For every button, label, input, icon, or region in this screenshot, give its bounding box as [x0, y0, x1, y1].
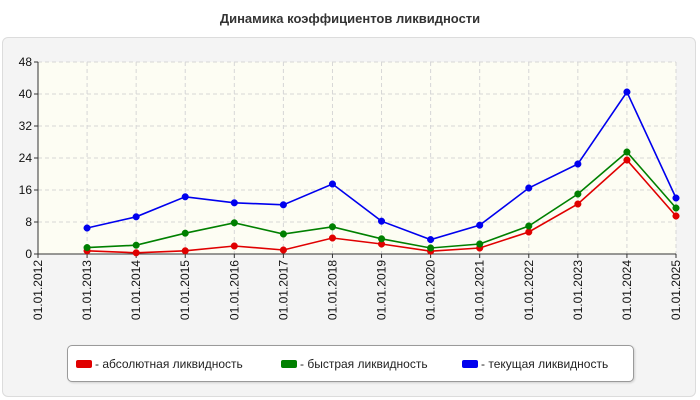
x-tick-label: 01.01.2012 [31, 260, 45, 320]
data-point [672, 212, 680, 220]
legend-swatch-current [462, 359, 478, 368]
data-point [83, 244, 91, 252]
data-point [525, 184, 533, 192]
data-point [525, 222, 533, 230]
y-tick-label: 40 [19, 87, 33, 101]
data-point [132, 213, 140, 221]
x-tick-label: 01.01.2019 [375, 260, 389, 320]
data-point [574, 200, 582, 208]
x-tick-label: 01.01.2015 [178, 260, 192, 320]
data-point [279, 246, 287, 254]
data-point [476, 240, 484, 248]
x-tick-label: 01.01.2020 [424, 260, 438, 320]
legend-label-absolute: - абсолютная ликвидность [95, 356, 243, 371]
data-point [574, 190, 582, 198]
legend-label-quick: - быстрая ликвидность [300, 356, 428, 371]
data-point [328, 180, 337, 188]
y-tick-label: 8 [25, 215, 32, 229]
data-point [476, 221, 484, 229]
data-point [132, 241, 140, 249]
x-tick-label: 01.01.2025 [669, 260, 683, 320]
legend-item-current: - текущая ликвидность [462, 346, 608, 381]
data-point [623, 88, 631, 96]
legend-swatch-quick [281, 359, 297, 368]
data-point [623, 148, 631, 156]
data-point [230, 219, 238, 227]
chart-title: Динамика коэффициентов ликвидности [219, 11, 481, 26]
y-tick-label: 48 [19, 55, 33, 69]
data-point [328, 223, 337, 231]
legend-swatch-absolute [76, 359, 92, 368]
x-tick-label: 01.01.2016 [227, 260, 241, 320]
grid-lines [38, 61, 677, 254]
y-tick-label: 16 [19, 183, 33, 197]
data-point [181, 229, 189, 237]
data-point [279, 201, 287, 209]
data-point [377, 235, 386, 243]
data-point [377, 217, 386, 225]
data-point [279, 230, 287, 238]
x-tick-label: 01.01.2017 [276, 260, 290, 320]
data-point [230, 242, 238, 250]
x-tick-label: 01.01.2013 [80, 260, 94, 320]
y-tick-label: 0 [25, 247, 32, 261]
x-tick-label: 01.01.2021 [473, 260, 487, 320]
data-point [672, 194, 680, 202]
data-point [427, 236, 435, 244]
data-point [230, 199, 238, 207]
data-point [181, 193, 189, 201]
legend-item-quick: - быстрая ликвидность [281, 346, 428, 381]
data-point [525, 228, 533, 236]
x-tick-label: 01.01.2018 [325, 260, 339, 320]
legend-label-current: - текущая ликвидность [481, 356, 609, 371]
y-tick-labels: 0 8 16 24 32 40 48 [19, 55, 38, 261]
x-tick-label: 01.01.2024 [620, 260, 634, 320]
data-point [427, 244, 435, 252]
y-tick-label: 24 [19, 151, 33, 165]
data-point [83, 224, 91, 232]
data-point [672, 204, 680, 212]
data-point [574, 160, 582, 168]
data-point [181, 247, 189, 255]
data-point [132, 249, 140, 257]
data-point [623, 156, 631, 164]
y-tick-label: 32 [19, 119, 33, 133]
x-tick-label: 01.01.2014 [129, 260, 143, 320]
legend: - абсолютная ликвидность - быстрая ликви… [67, 345, 634, 382]
x-tick-label: 01.01.2022 [522, 260, 536, 320]
legend-item-absolute: - абсолютная ликвидность [76, 346, 243, 381]
data-point [328, 234, 337, 242]
x-tick-label: 01.01.2023 [571, 260, 585, 320]
x-tick-labels: 01.01.2012 01.01.2013 01.01.2014 01.01.2015… [31, 254, 683, 320]
series-lines [83, 88, 680, 257]
